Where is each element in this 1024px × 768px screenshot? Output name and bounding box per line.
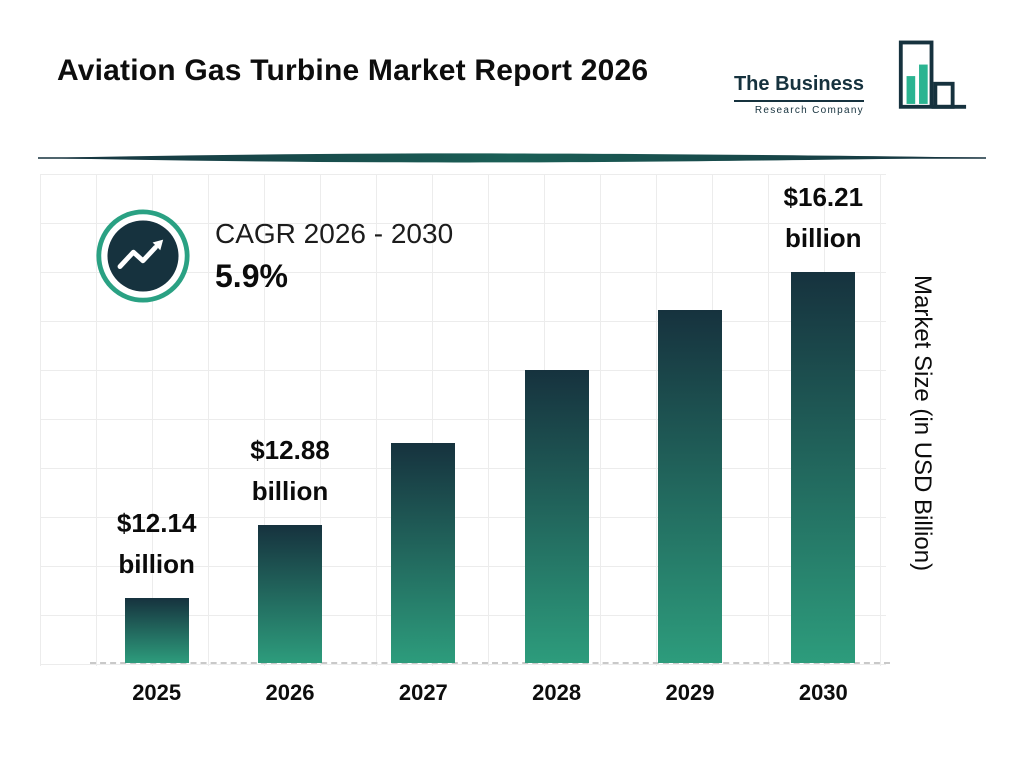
bar-column: $16.21 billion xyxy=(757,182,890,663)
bar-column: $12.88 billion xyxy=(223,183,356,663)
x-axis-label: 2026 xyxy=(265,680,315,705)
logo-text: The Business Research Company xyxy=(733,73,864,116)
x-axis-label: 2029 xyxy=(665,680,715,705)
bar-column xyxy=(623,183,756,663)
bar xyxy=(257,525,322,663)
bar xyxy=(524,370,589,663)
cagr-label: CAGR 2026 - 2030 xyxy=(215,217,454,249)
x-axis-label: 2028 xyxy=(532,680,582,705)
bar-column xyxy=(357,183,490,663)
logo-name: The Business xyxy=(733,73,864,102)
bar xyxy=(791,272,856,663)
value-label: $12.88 billion xyxy=(250,430,330,511)
cagr-badge: CAGR 2026 - 2030 5.9% xyxy=(95,208,453,304)
bar xyxy=(124,598,189,663)
company-logo: The Business Research Company xyxy=(733,38,968,118)
bar xyxy=(391,443,456,663)
bar-column xyxy=(490,183,623,663)
value-label-amount: $16.21 xyxy=(783,182,864,213)
x-axis-label: 2027 xyxy=(398,680,448,705)
value-label: $12.14 billion xyxy=(117,503,197,584)
page-title: Aviation Gas Turbine Market Report 2026 xyxy=(57,54,649,87)
x-axis-baseline xyxy=(90,662,890,664)
value-label-unit: billion xyxy=(785,222,862,253)
x-axis-labels: 2025 2026 2027 2028 2029 2030 xyxy=(90,680,890,706)
trending-up-icon xyxy=(96,209,190,303)
value-label-unit: billion xyxy=(118,548,195,579)
bar-column: $12.14 billion xyxy=(90,183,223,663)
divider-line xyxy=(38,153,986,163)
value-label-amount: $12.88 xyxy=(250,435,330,466)
bar xyxy=(657,310,722,663)
x-axis-label: 2030 xyxy=(798,680,848,705)
bars-row: $12.14 billion $12.88 billion $16.21 billion xyxy=(90,182,890,663)
x-axis-label: 2025 xyxy=(132,680,182,705)
cagr-text: CAGR 2026 - 2030 5.9% xyxy=(215,218,453,295)
bar-chart-logo-icon xyxy=(898,40,967,109)
value-label-unit: billion xyxy=(251,475,329,506)
value-label-amount: $12.14 xyxy=(116,508,197,539)
cagr-value: 5.9% xyxy=(215,257,288,294)
value-label: $16.21 billion xyxy=(784,177,864,258)
logo-subtitle: Research Company xyxy=(754,105,864,116)
y-axis-title: Market Size (in USD Billion) xyxy=(909,274,936,572)
